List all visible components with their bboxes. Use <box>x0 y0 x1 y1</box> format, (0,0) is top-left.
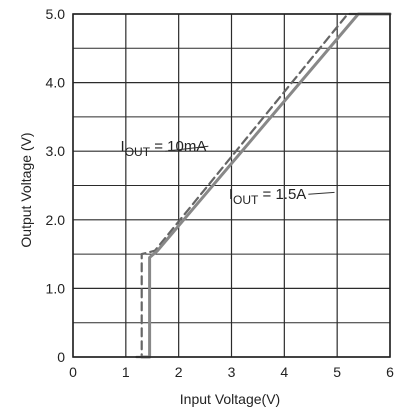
x-tick-label: 5 <box>333 364 341 380</box>
x-tick-label: 0 <box>69 364 77 380</box>
annotation-main: I <box>229 186 233 203</box>
tick-labels: 0 1 2 3 4 5 6 0 1.0 2.0 3.0 4.0 5.0 <box>46 6 395 380</box>
y-tick-label: 0 <box>57 349 65 365</box>
annotation-label-10ma: IOUT = 10mA <box>121 138 207 159</box>
annotation-leader-line <box>308 191 335 195</box>
plot-border <box>72 13 391 358</box>
annotation-subscript: OUT <box>125 145 151 159</box>
y-tick-label: 1.0 <box>46 280 66 296</box>
y-tick-label: 2.0 <box>46 212 66 228</box>
annotation-rest: = 1.5A <box>258 186 306 203</box>
plot-frame <box>72 13 391 358</box>
annotation-main: I <box>121 138 125 155</box>
x-axis-label: Input Voltage(V) <box>180 391 280 407</box>
y-tick-label: 4.0 <box>46 75 66 91</box>
x-tick-label: 1 <box>122 364 130 380</box>
annotation-label-1-5a: IOUT = 1.5A <box>229 186 306 207</box>
y-tick-label: 5.0 <box>46 6 66 22</box>
y-axis-label: Output Voltage (V) <box>18 132 34 247</box>
annotation-rest: = 10mA <box>150 138 206 155</box>
x-tick-label: 3 <box>228 364 236 380</box>
y-tick-label: 3.0 <box>46 143 66 159</box>
x-tick-label: 6 <box>386 364 394 380</box>
x-tick-label: 2 <box>175 364 183 380</box>
annotation-subscript: OUT <box>233 193 259 207</box>
annotation-leader-line <box>165 145 209 152</box>
x-tick-label: 4 <box>280 364 288 380</box>
